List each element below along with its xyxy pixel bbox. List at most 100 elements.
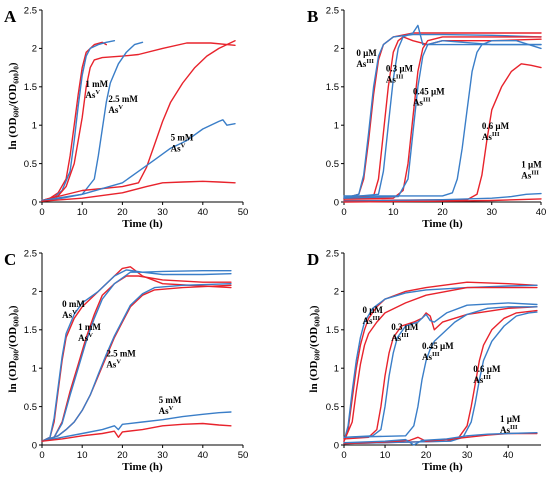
series-line-blue [343,432,538,446]
series-line-blue [41,40,116,202]
y-tick-label: 1.5 [24,82,37,93]
x-tick-label: 10 [380,450,391,461]
x-tick-label: 30 [462,450,473,461]
x-tick-label: 30 [157,207,168,218]
curve-annotation: 0 µM AsIII [362,305,383,326]
series-line-red [343,281,538,442]
series-line-red [343,198,542,203]
y-tick-label: 2.5 [24,248,37,259]
x-tick-label: 10 [77,450,88,461]
series-line-red [41,422,232,442]
y-tick-label: 1 [32,364,37,375]
series-line-blue [41,271,232,442]
y-axis-title: ln (OD600/(OD600)0) [7,62,21,150]
curve-annotation: 1 mM AsV [78,322,101,343]
series-line-blue [343,33,542,199]
series-line-red [41,42,236,202]
x-tick-label: 20 [421,450,432,461]
series-line-red [343,286,538,442]
curve-annotation: 2.5 mM AsV [108,94,138,115]
curve-annotation: 1 µM AsIII [500,414,521,435]
y-tick-label: 1 [334,364,339,375]
panel-A: A 0 0.5 1 1.5 2 2.5 0 10 20 30 40 50 Time (h) ln (OD60… [4,5,248,230]
curve-annotation: 0 mM AsV [62,299,85,320]
x-axis-title: Time (h) [422,218,463,230]
curve-annotation: 0.3 µM AsIII [391,322,419,343]
x-tick-label: 40 [198,207,209,218]
x-tick-label: 40 [503,450,514,461]
series-line-blue [41,119,236,202]
curve-annotation: 0.6 µM AsIII [473,364,501,385]
x-tick-label: 0 [341,450,346,461]
curve-annotation: 1 mM AsV [85,79,108,100]
y-tick-label: 0.5 [326,159,339,170]
y-tick-label: 0 [32,197,37,208]
x-tick-label: 40 [198,450,209,461]
series-line-red [41,41,107,202]
curve-annotation: 2.5 mM AsV [106,349,136,370]
panel-C: C 0 0.5 1 1.5 2 2.5 0 10 20 30 40 50 Time (h) ln (OD60… [4,248,248,473]
panel-D: D 0 0.5 1 1.5 2 2.5 0 10 20 30 40 Time (h) ln (OD600/… [307,248,541,473]
series-line-red [41,180,236,202]
y-tick-label: 0 [32,440,37,451]
series-line-blue [41,283,232,442]
curve-annotation: 5 mM AsV [159,395,182,416]
series-line-red [343,63,542,202]
series-line-red [343,32,542,199]
series-line-red [41,40,236,202]
panel-letter: A [4,7,17,26]
curve-annotation: 0.45 µM AsIII [422,341,454,362]
y-tick-label: 1.5 [24,325,37,336]
panel-letter: C [4,250,16,269]
y-tick-label: 0.5 [326,402,339,413]
x-tick-label: 10 [388,207,399,218]
x-tick-label: 0 [341,207,346,218]
x-axis-title: Time (h) [122,461,163,473]
series-line-red [41,266,232,442]
panel-B: B 0 0.5 1 1.5 2 2.5 0 10 20 30 40 Time (h) 0 µM AsIII 0… [307,5,546,230]
y-axis-title: ln (OD600/(OD600)0) [7,305,21,393]
y-tick-label: 2 [32,44,37,55]
x-tick-label: 20 [437,207,448,218]
y-tick-label: 2.5 [24,5,37,16]
x-tick-label: 30 [486,207,497,218]
series-line-blue [343,306,538,438]
series-line-blue [343,40,542,197]
x-tick-label: 0 [39,450,44,461]
series-line-blue [343,24,542,199]
y-tick-label: 0.5 [24,159,37,170]
panel-letter: D [307,250,319,269]
x-tick-label: 40 [536,207,547,218]
y-tick-label: 2.5 [326,248,339,259]
x-tick-label: 20 [117,450,128,461]
x-tick-label: 50 [238,207,249,218]
x-tick-label: 20 [117,207,128,218]
x-tick-label: 0 [39,207,44,218]
x-tick-label: 30 [157,450,168,461]
panel-letter: B [307,7,318,26]
y-tick-label: 2 [334,287,339,298]
x-tick-label: 10 [77,207,88,218]
series-line-blue [343,40,542,199]
y-tick-label: 0 [334,440,339,451]
series-line-blue [41,269,232,442]
curve-annotation: 5 mM AsV [171,133,194,154]
y-tick-label: 2.5 [326,5,339,16]
x-axis-title: Time (h) [122,218,163,230]
series-line-blue [343,302,538,438]
series-line-red [343,306,538,440]
y-axis-title: ln (OD600/(OD600)0) [308,305,322,393]
y-tick-label: 1 [334,121,339,132]
y-tick-label: 0.5 [24,402,37,413]
curve-annotation: 0.3 µM AsIII [386,63,414,84]
y-tick-label: 1.5 [326,325,339,336]
y-tick-label: 1.5 [326,82,339,93]
curve-annotation: 0.6 µM AsIII [482,121,510,142]
curve-annotation: 1 µM AsIII [521,159,542,180]
series-line-blue [343,192,542,202]
x-tick-label: 50 [238,450,249,461]
y-tick-label: 1 [32,121,37,132]
y-tick-label: 0 [334,197,339,208]
x-axis-title: Time (h) [422,461,463,473]
